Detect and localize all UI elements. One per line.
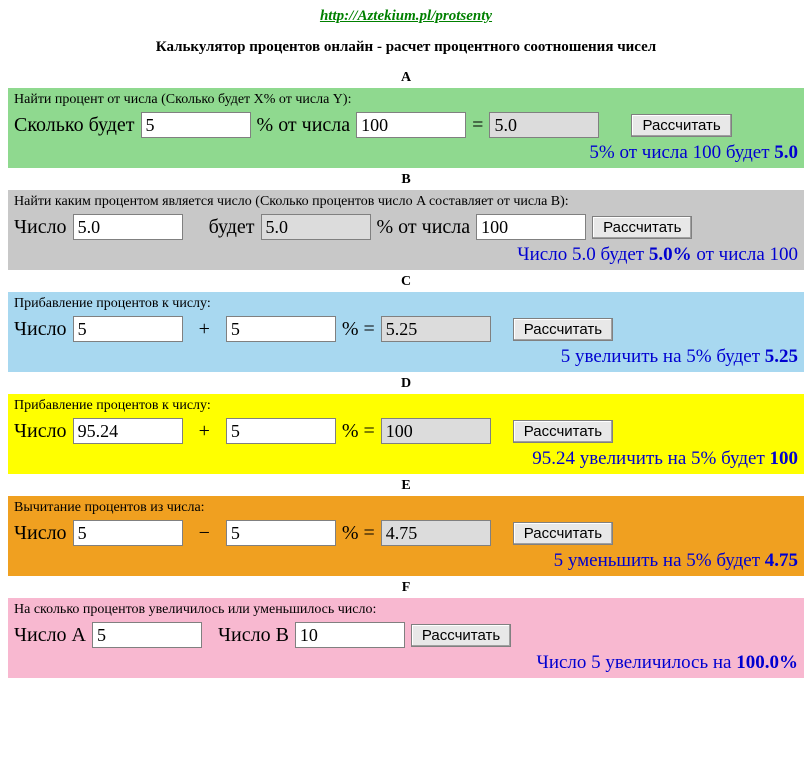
calculate-button[interactable]: Рассчитать [513, 318, 613, 341]
label: Число [14, 522, 67, 545]
input-e-2[interactable] [226, 520, 336, 546]
label: Число [14, 318, 67, 341]
result-text: Число 5.0 будет 5.0% от числа 100 [14, 244, 798, 266]
output-e [381, 520, 491, 546]
input-f-1[interactable] [92, 622, 202, 648]
block-desc: Найти каким процентом является число (Ск… [14, 194, 798, 210]
label: Число A [14, 624, 86, 647]
result-text: 95.24 увеличить на 5% будет 100 [14, 448, 798, 470]
calculate-button[interactable]: Рассчитать [592, 216, 692, 239]
label: Число [14, 420, 67, 443]
label: % = [342, 522, 375, 545]
output-c [381, 316, 491, 342]
result-text: Число 5 увеличилось на 100.0% [14, 652, 798, 674]
block-f: На сколько процентов увеличилось или уме… [8, 598, 804, 678]
section-letter-f: F [8, 580, 804, 596]
input-f-2[interactable] [295, 622, 405, 648]
block-desc: Найти процент от числа (Сколько будет X%… [14, 92, 798, 108]
output-b [261, 214, 371, 240]
section-letter-b: B [8, 172, 804, 188]
section-letter-c: C [8, 274, 804, 290]
result-text: 5 увеличить на 5% будет 5.25 [14, 346, 798, 368]
block-d: Прибавление процентов к числу: Число + %… [8, 394, 804, 474]
label: = [472, 114, 483, 137]
input-c-2[interactable] [226, 316, 336, 342]
label: − [199, 522, 210, 545]
block-desc: Прибавление процентов к числу: [14, 398, 798, 414]
section-letter-d: D [8, 376, 804, 392]
output-a [489, 112, 599, 138]
header-link[interactable]: http://Aztekium.pl/protsenty [8, 8, 804, 25]
block-b: Найти каким процентом является число (Ск… [8, 190, 804, 270]
label: % = [342, 318, 375, 341]
label: % от числа [377, 216, 471, 239]
section-letter-a: A [8, 70, 804, 86]
input-c-1[interactable] [73, 316, 183, 342]
calculate-button[interactable]: Рассчитать [513, 420, 613, 443]
input-a-1[interactable] [141, 112, 251, 138]
label: + [199, 420, 210, 443]
page-title: Калькулятор процентов онлайн - расчет пр… [8, 39, 804, 56]
label: будет [209, 216, 255, 239]
label: % = [342, 420, 375, 443]
label: Сколько будет [14, 114, 135, 137]
label: % от числа [257, 114, 351, 137]
input-b-1[interactable] [73, 214, 183, 240]
calculate-button[interactable]: Рассчитать [631, 114, 731, 137]
section-letter-e: E [8, 478, 804, 494]
block-desc: На сколько процентов увеличилось или уме… [14, 602, 798, 618]
input-d-2[interactable] [226, 418, 336, 444]
result-text: 5 уменьшить на 5% будет 4.75 [14, 550, 798, 572]
block-a: Найти процент от числа (Сколько будет X%… [8, 88, 804, 168]
input-d-1[interactable] [73, 418, 183, 444]
block-c: Прибавление процентов к числу: Число + %… [8, 292, 804, 372]
label: + [199, 318, 210, 341]
input-e-1[interactable] [73, 520, 183, 546]
block-desc: Вычитание процентов из числа: [14, 500, 798, 516]
result-text: 5% от числа 100 будет 5.0 [14, 142, 798, 164]
input-a-2[interactable] [356, 112, 466, 138]
input-b-2[interactable] [476, 214, 586, 240]
output-d [381, 418, 491, 444]
calculate-button[interactable]: Рассчитать [411, 624, 511, 647]
block-e: Вычитание процентов из числа: Число − % … [8, 496, 804, 576]
block-desc: Прибавление процентов к числу: [14, 296, 798, 312]
calculate-button[interactable]: Рассчитать [513, 522, 613, 545]
label: Число [14, 216, 67, 239]
label: Число B [218, 624, 289, 647]
